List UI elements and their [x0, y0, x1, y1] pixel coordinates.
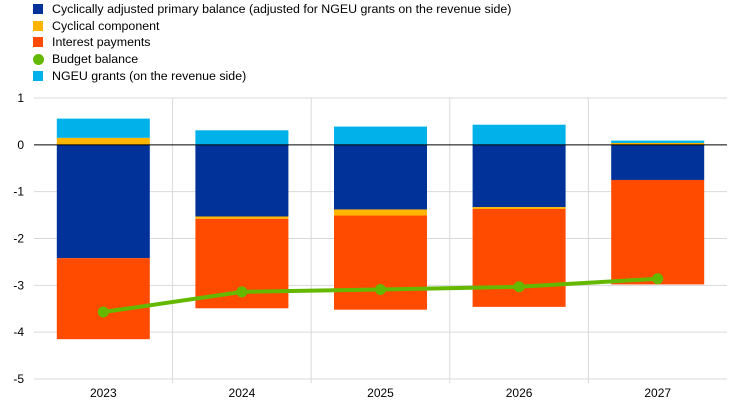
- legend-item-ngeu-grants-on-the-revenue-side: NGEU grants (on the revenue side): [33, 67, 511, 84]
- y-tick-label: -1: [13, 185, 24, 199]
- legend-swatch: [33, 37, 43, 48]
- legend-label: Cyclically adjusted primary balance (adj…: [52, 2, 512, 17]
- bar-ngeu-grants-on-the-revenue-side-2024: [195, 130, 289, 145]
- legend-swatch: [33, 70, 43, 81]
- point-budget-balance-2025: [375, 284, 386, 296]
- legend-item-interest-payments: Interest payments: [33, 34, 511, 51]
- point-budget-balance-2023: [97, 306, 109, 318]
- legend-item-budget-balance: Budget balance: [32, 51, 511, 68]
- bar-ngeu-grants-on-the-revenue-side-2027: [611, 140, 705, 143]
- bar-cyclically-adjusted-primary-balance-adjusted-for-ngeu-grants-on-the-revenue-side-2027: [611, 144, 705, 180]
- bar-cyclical-component-2025: [334, 209, 427, 216]
- legend-item-cyclically-adjusted-primary-balance-adjusted-for-ngeu-grants-on-the-revenue-side: Cyclically adjusted primary balance (adj…: [33, 1, 511, 18]
- y-tick-label: -2: [13, 232, 24, 246]
- bar-ngeu-grants-on-the-revenue-side-2025: [334, 126, 427, 145]
- x-tick-label: 2027: [644, 386, 671, 400]
- legend-swatch: [32, 53, 44, 65]
- bar-cyclical-component-2023: [56, 137, 150, 145]
- bar-cyclically-adjusted-primary-balance-adjusted-for-ngeu-grants-on-the-revenue-side-2025: [334, 144, 427, 210]
- point-budget-balance-2027: [652, 273, 664, 285]
- legend-swatch: [33, 4, 43, 15]
- legend-label: Budget balance: [52, 52, 139, 67]
- legend-label: Interest payments: [52, 35, 151, 50]
- legend-item-cyclical-component: Cyclical component: [33, 18, 511, 35]
- point-budget-balance-2026: [513, 281, 525, 293]
- legend-label: NGEU grants (on the revenue side): [52, 68, 247, 83]
- x-tick-label: 2026: [506, 386, 533, 400]
- x-tick-label: 2023: [90, 386, 117, 400]
- bar-ngeu-grants-on-the-revenue-side-2023: [56, 118, 150, 138]
- bar-cyclically-adjusted-primary-balance-adjusted-for-ngeu-grants-on-the-revenue-side-2023: [56, 144, 150, 259]
- bar-interest-payments-2027: [611, 179, 705, 285]
- bar-interest-payments-2025: [334, 215, 427, 310]
- bar-ngeu-grants-on-the-revenue-side-2026: [472, 124, 566, 145]
- x-tick-label: 2024: [229, 386, 256, 400]
- bar-cyclically-adjusted-primary-balance-adjusted-for-ngeu-grants-on-the-revenue-side-2024: [195, 144, 289, 217]
- point-budget-balance-2024: [236, 286, 248, 298]
- x-tick-label: 2025: [367, 386, 394, 400]
- legend-label: Cyclical component: [52, 18, 160, 33]
- y-tick-label: 1: [17, 91, 24, 105]
- y-tick-label: -3: [13, 278, 24, 292]
- bar-interest-payments-2023: [56, 258, 150, 340]
- legend-swatch: [33, 20, 43, 31]
- bar-cyclically-adjusted-primary-balance-adjusted-for-ngeu-grants-on-the-revenue-side-2026: [472, 144, 566, 208]
- y-tick-label: -5: [13, 372, 24, 386]
- bar-cyclical-component-2027: [611, 142, 705, 145]
- bar-cyclical-component-2026: [472, 207, 566, 209]
- legend: Cyclically adjusted primary balance (adj…: [32, 1, 511, 84]
- bar-cyclical-component-2024: [195, 216, 289, 219]
- y-tick-label: -4: [13, 325, 24, 339]
- y-tick-label: 0: [17, 138, 24, 152]
